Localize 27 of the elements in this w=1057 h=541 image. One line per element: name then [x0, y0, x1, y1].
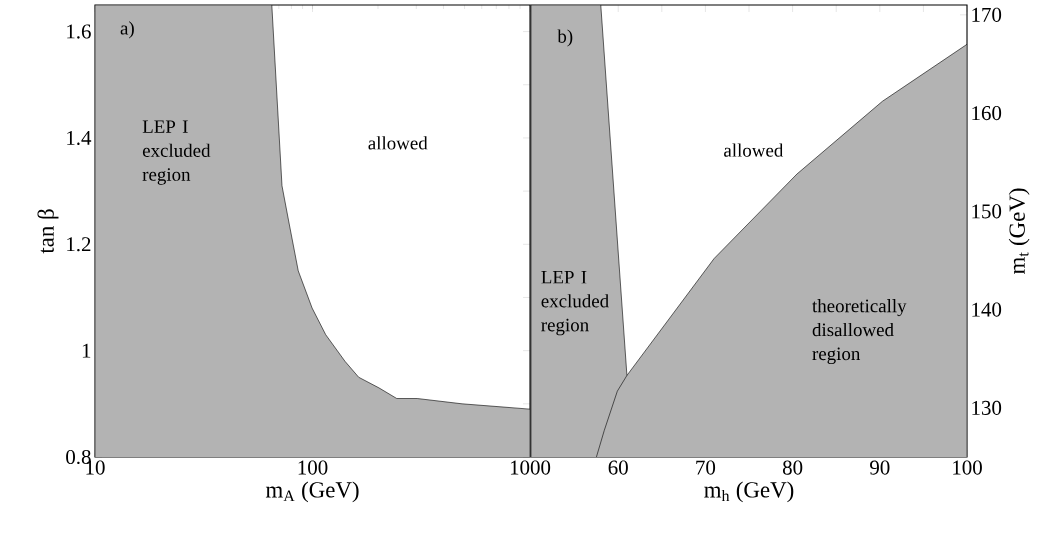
- annotation: a): [120, 21, 134, 39]
- y-tick-label: 1.2: [67, 237, 91, 252]
- y-tick-label: 150: [972, 204, 1002, 219]
- x-tick-label: 60: [608, 460, 628, 475]
- x-tick-label: 1000: [510, 460, 551, 475]
- annotation: allowed: [368, 136, 428, 150]
- y-tick-label: 1.6: [67, 24, 91, 39]
- annotation: theoretically disallowed region: [812, 299, 907, 365]
- x-tick-label: 100: [953, 460, 982, 475]
- annotation: LEP I excluded region: [541, 270, 609, 336]
- y-tick-label: 1: [82, 343, 91, 358]
- y-tick-label: 160: [972, 106, 1002, 121]
- annotation: allowed: [724, 143, 784, 157]
- x-tick-label: 100: [298, 460, 328, 475]
- x-tick-label: 70: [696, 460, 716, 475]
- x-tick-label: 80: [782, 460, 803, 475]
- y-tick-label: 1.4: [67, 130, 92, 145]
- x-axis-title: m$_{h}$ (GeV): [704, 481, 794, 503]
- y-tick-label: 140: [972, 302, 1002, 317]
- y-axis-title: tan β: [37, 209, 59, 254]
- x-tick-label: 90: [870, 460, 890, 475]
- y-tick-label: 130: [972, 400, 1002, 415]
- y-tick-label: 170: [972, 7, 1002, 22]
- annotation: LEP I excluded region: [142, 120, 211, 185]
- y-axis-title: m$_{t}$ (GeV): [1008, 188, 1030, 275]
- annotation: b): [557, 29, 573, 47]
- x-axis-title: m$_{A}$ (GeV): [265, 481, 359, 503]
